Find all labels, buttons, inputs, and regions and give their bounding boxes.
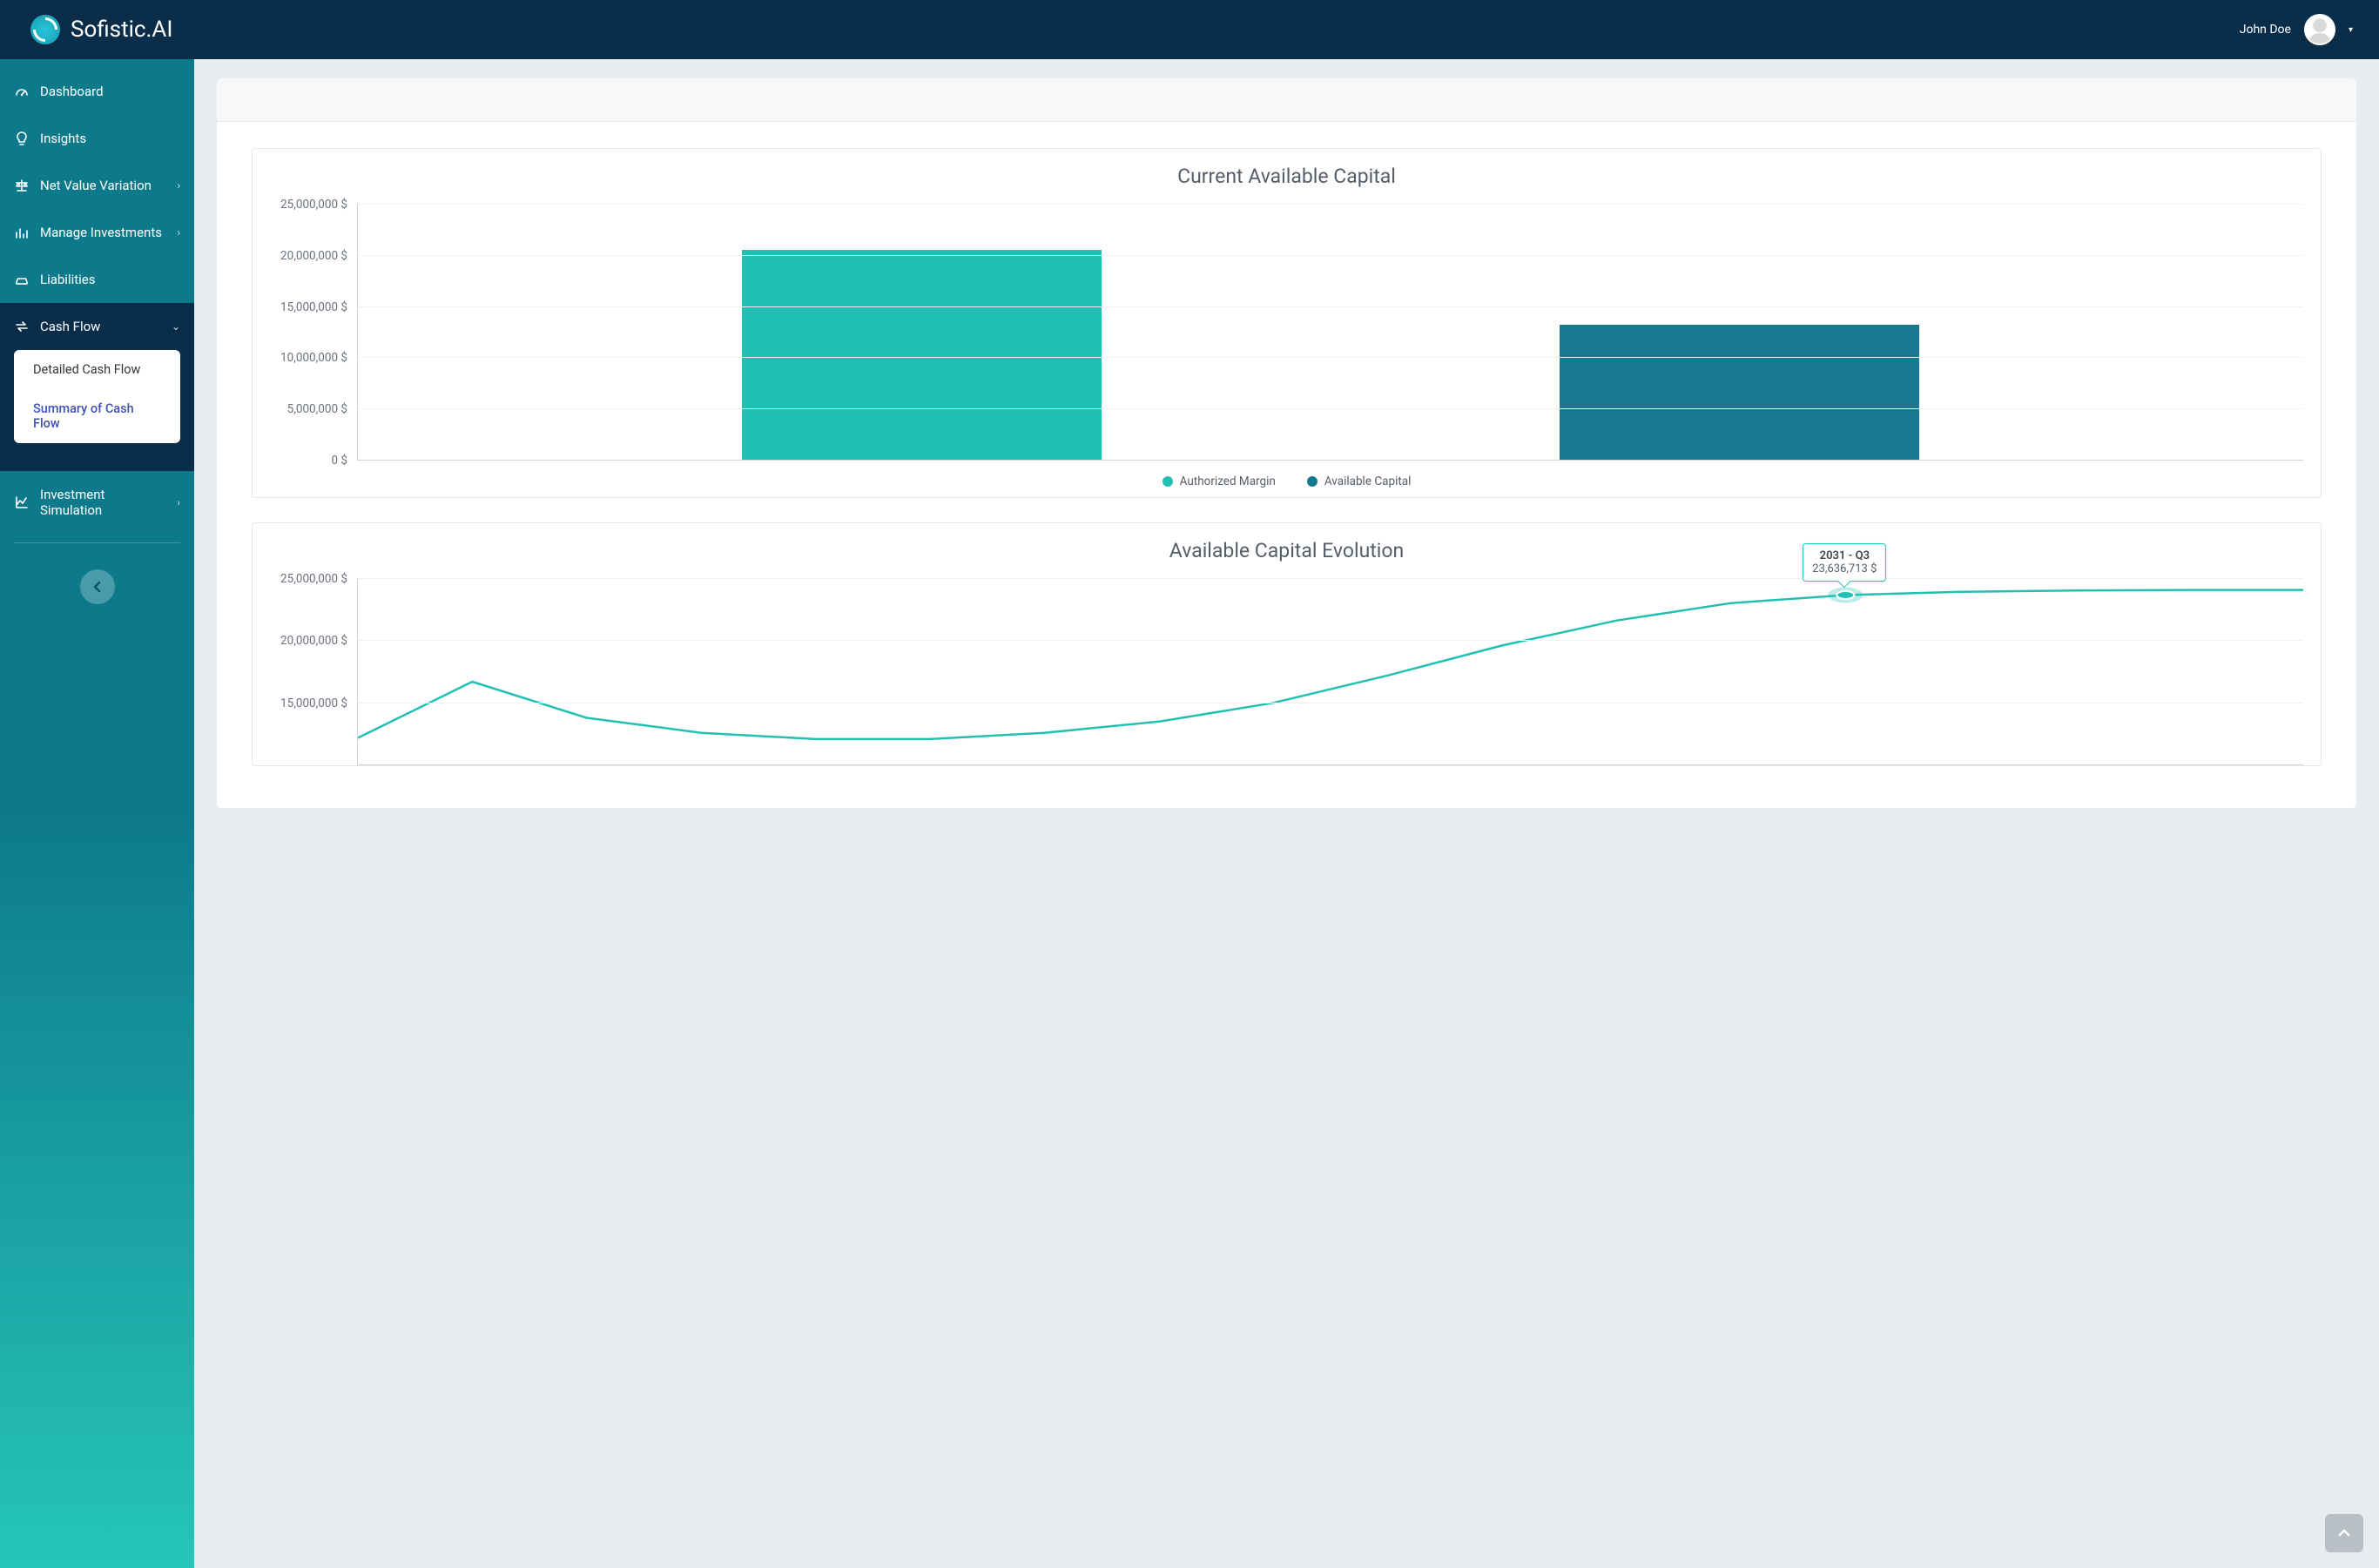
gridline: 10,000,000 $ [358,357,2303,358]
chevron-up-icon [2337,1526,2351,1540]
line-chart-grid: 15,000,000 $20,000,000 $25,000,000 $ [357,578,2303,765]
legend-label: Available Capital [1324,474,1412,488]
bulb-icon [14,131,30,146]
legend-dot-icon [1163,476,1173,487]
panel-header [217,78,2356,122]
sidebar-item-label: Liabilities [40,272,96,287]
tooltip-value: 23,636,713 $ [1812,562,1877,575]
brand[interactable]: Sofistic.AI [30,15,172,44]
line-chart-plot: 15,000,000 $20,000,000 $25,000,000 $ 203… [261,578,2312,765]
bar-chart-title: Current Available Capital [261,165,2312,188]
sidebar: DashboardInsightsNet Value Variation›Man… [0,59,194,1568]
sidebar-item-dashboard[interactable]: Dashboard [0,68,194,115]
user-menu[interactable]: John Doe ▾ [2240,14,2353,45]
sidebar-divider [14,542,180,543]
chevron-down-icon: ⌄ [172,320,180,333]
sidebar-item-label: Net Value Variation [40,178,152,193]
sidebar-item-label: Investment Simulation [40,487,166,518]
legend-dot-icon [1307,476,1318,487]
bar-chart-plot: 0 $ 5,000,000 $ 10,000,000 $ 15,000,000 $ 20… [261,204,2312,461]
brand-name: Sofistic.AI [71,17,172,43]
sidebar-item-cash-flow[interactable]: Cash Flow ⌄ [0,303,194,350]
main-content: Current Available Capital 0 $ 5,000,000 $… [194,59,2379,1568]
line-chart-card: Available Capital Evolution 15,000,000 $… [252,522,2322,766]
bar-chart-legend: Authorized Margin Available Capital [261,474,2312,488]
scale-icon [14,178,30,193]
submenu-item-detailed-cash-flow[interactable]: Detailed Cash Flow [14,350,180,389]
avatar-icon [2304,14,2335,45]
y-axis-label: 0 $ [331,454,358,468]
y-axis-label: 20,000,000 $ [280,249,358,263]
sidebar-item-manage-investments[interactable]: Manage Investments › [0,209,194,256]
y-axis-label: 15,000,000 $ [280,300,358,314]
scroll-top-button[interactable] [2325,1514,2363,1552]
sidebar-item-liabilities[interactable]: Liabilities [0,256,194,303]
panel-body: Current Available Capital 0 $ 5,000,000 $… [217,122,2356,808]
chevron-right-icon: › [177,179,180,192]
chevron-down-icon: ▾ [2349,25,2353,35]
gridline: 20,000,000 $ [358,640,2303,641]
sidebar-item-label: Dashboard [40,84,104,99]
submenu-item-summary-of-cash-flow[interactable]: Summary of Cash Flow [14,389,180,443]
bar-chart-card: Current Available Capital 0 $ 5,000,000 $… [252,148,2322,498]
legend-item[interactable]: Authorized Margin [1163,474,1276,488]
gridline: 0 $ [358,460,2303,461]
chart-icon [14,225,30,240]
chevron-right-icon: › [177,226,180,239]
line-chart-svg [358,578,2303,765]
sidebar-submenu: Detailed Cash FlowSummary of Cash Flow [14,350,180,443]
bar-chart-bars [358,204,2303,460]
gridline: 20,000,000 $ [358,255,2303,256]
y-axis-label: 15,000,000 $ [280,697,358,710]
exchange-icon [14,319,30,334]
sidebar-item-label: Cash Flow [40,319,100,334]
gauge-icon [14,84,30,99]
y-axis-label: 25,000,000 $ [280,198,358,212]
sidebar-item-label: Insights [40,131,86,146]
legend-item[interactable]: Available Capital [1307,474,1412,488]
user-name: John Doe [2240,23,2291,37]
gridline: 15,000,000 $ [358,306,2303,307]
gridline: 5,000,000 $ [358,408,2303,409]
sidebar-item-label: Manage Investments [40,225,162,240]
sidebar-collapse-button[interactable] [80,569,115,604]
gridline: 25,000,000 $ [358,204,2303,205]
bar-authorized-margin[interactable] [742,250,1102,460]
line-chart-title: Available Capital Evolution [261,539,2312,562]
line-icon [14,495,30,510]
sidebar-item-net-value-variation[interactable]: Net Value Variation › [0,162,194,209]
bar-chart-grid: 0 $ 5,000,000 $ 10,000,000 $ 15,000,000 $ 20… [357,204,2303,461]
y-axis-label: 25,000,000 $ [280,572,358,586]
content-panel: Current Available Capital 0 $ 5,000,000 $… [217,78,2356,808]
legend-label: Authorized Margin [1180,474,1276,488]
y-axis-label: 5,000,000 $ [287,402,358,416]
sidebar-item-investment-simulation[interactable]: Investment Simulation › [0,471,194,534]
sidebar-item-insights[interactable]: Insights [0,115,194,162]
car-icon [14,272,30,287]
gridline: 25,000,000 $ [358,578,2303,579]
chevron-right-icon: › [177,496,180,508]
bar-available-capital[interactable] [1560,325,1919,460]
y-axis-label: 20,000,000 $ [280,634,358,648]
topbar: Sofistic.AI John Doe ▾ [0,0,2379,59]
y-axis-label: 10,000,000 $ [280,351,358,365]
brand-logo-icon [30,15,60,44]
chevron-left-icon [91,581,104,593]
